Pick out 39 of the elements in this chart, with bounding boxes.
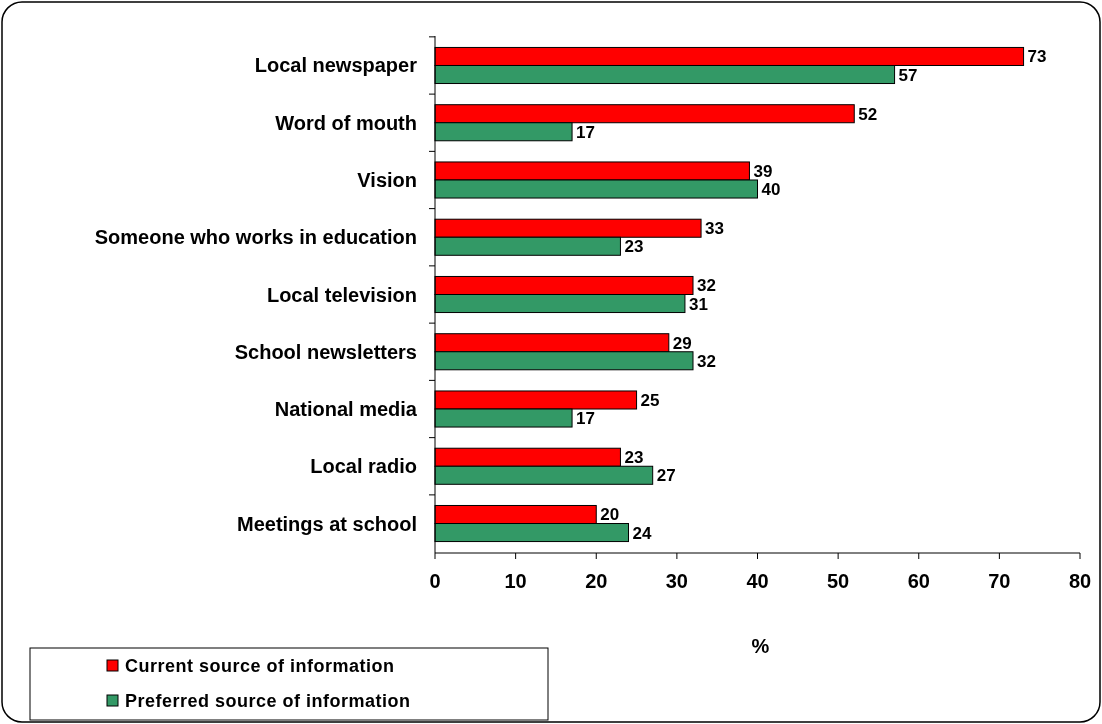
data-label: 24 xyxy=(632,523,652,543)
y-tick-label: Vision xyxy=(357,168,417,191)
data-label: 17 xyxy=(576,122,595,142)
data-label: 32 xyxy=(697,351,716,371)
data-label: 23 xyxy=(624,237,644,257)
data-label: 23 xyxy=(624,448,644,468)
y-tick-label: Local television xyxy=(266,283,417,306)
data-label: 73 xyxy=(1027,47,1047,67)
y-tick-label: Meetings at school xyxy=(236,512,417,535)
data-label: 20 xyxy=(600,505,620,525)
x-tick-label: 20 xyxy=(585,570,608,592)
data-label: 32 xyxy=(697,276,716,296)
x-tick-label: 70 xyxy=(988,570,1011,592)
y-tick-label: School newsletters xyxy=(234,340,417,363)
x-tick-label: 40 xyxy=(746,570,769,592)
data-label: 57 xyxy=(898,65,918,85)
x-tick-label: 60 xyxy=(907,570,930,592)
data-label: 33 xyxy=(705,219,724,239)
data-label: 39 xyxy=(753,161,773,181)
data-label: 31 xyxy=(688,294,708,314)
legend-label: Preferred source of information xyxy=(125,691,411,711)
data-label: 17 xyxy=(576,409,595,429)
data-label: 27 xyxy=(656,466,676,486)
x-tick-label: 0 xyxy=(429,570,441,592)
data-label: 25 xyxy=(640,390,660,410)
x-axis-title: % xyxy=(751,635,770,657)
y-tick-label: Word of mouth xyxy=(275,111,417,134)
y-tick-label: Local newspaper xyxy=(254,54,418,77)
y-tick-label: Local radio xyxy=(310,455,417,478)
x-tick-label: 10 xyxy=(504,570,527,592)
x-tick-label: 50 xyxy=(827,570,850,592)
y-tick-label: National media xyxy=(274,398,418,421)
x-tick-label: 80 xyxy=(1068,570,1092,592)
y-tick-label: Someone who works in education xyxy=(94,226,417,249)
data-label: 52 xyxy=(858,104,878,124)
x-tick-label: 30 xyxy=(665,570,688,592)
data-label: 29 xyxy=(672,333,692,353)
legend-label: Current source of information xyxy=(125,656,395,676)
data-label: 40 xyxy=(761,180,781,200)
